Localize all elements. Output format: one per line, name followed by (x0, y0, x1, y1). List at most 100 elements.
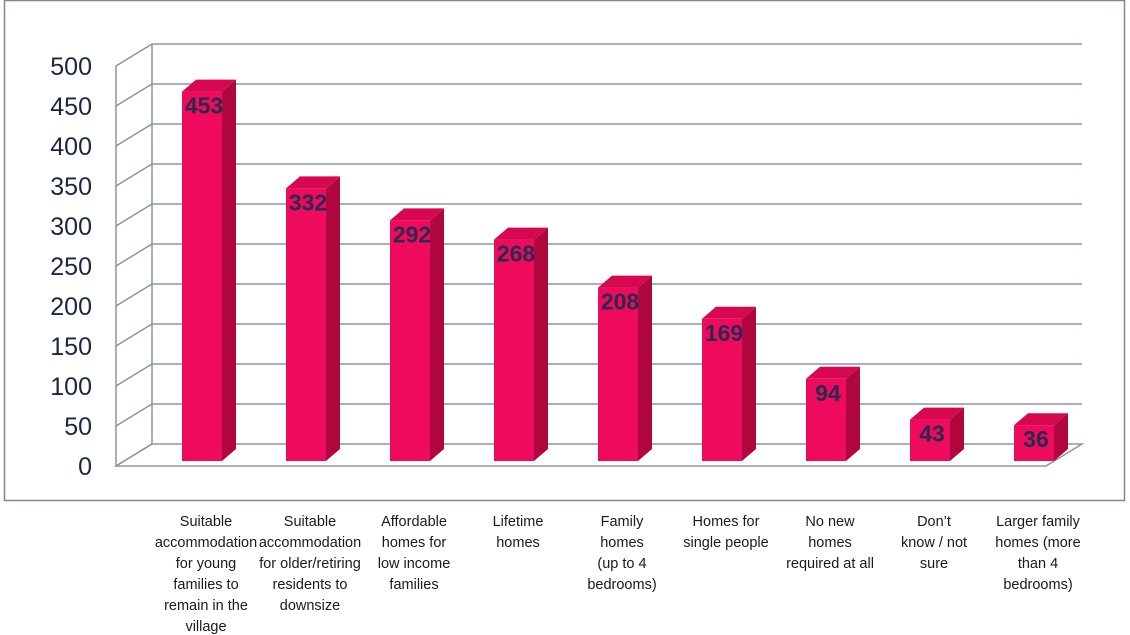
data-label: 292 (393, 221, 431, 247)
x-category-label: Lifetime homes (493, 514, 544, 551)
y-tick-label: 450 (50, 93, 92, 121)
x-category-label-line: Don’t (917, 514, 951, 530)
bar-side (534, 227, 548, 461)
bar (494, 239, 534, 461)
x-category-label: Suitable accommodation for young families t… (155, 514, 257, 635)
x-category-label-line: families to (173, 577, 238, 593)
bar-side (326, 176, 340, 461)
bar (910, 419, 950, 461)
x-category-label-line: accommodation (259, 535, 361, 551)
data-label: 43 (919, 421, 945, 447)
bar-top (494, 227, 548, 240)
x-category-label-line: homes (more (995, 535, 1080, 551)
x-category-label: Don’t know / not sure (901, 514, 967, 572)
y-tick-label: 300 (50, 213, 92, 241)
bar (1014, 425, 1054, 461)
y-tick-label: 500 (50, 53, 92, 81)
bar-top (702, 306, 756, 319)
bar-top (598, 275, 652, 288)
data-label: 36 (1023, 426, 1049, 452)
x-category-label-line: Lifetime (493, 514, 544, 530)
y-tick-label: 0 (78, 453, 92, 481)
x-category-label-line: families (389, 577, 438, 593)
bar-top (1014, 413, 1068, 426)
x-category-label: Larger family homes (more than 4 bedrooms) (995, 514, 1080, 593)
x-category-label-line: downsize (280, 598, 340, 614)
y-tick-label: 150 (50, 333, 92, 361)
x-category-label-line: single people (683, 535, 768, 551)
x-category-label-line: homes (808, 535, 852, 551)
bar-top (806, 366, 860, 379)
x-category-label-line: Larger family (996, 514, 1081, 530)
y-tick-label: 400 (50, 133, 92, 161)
data-label: 268 (497, 241, 536, 267)
bar-side (846, 366, 860, 461)
bar-side (1054, 413, 1068, 461)
x-category-label-line: homes for (382, 535, 447, 551)
bar-side (742, 306, 756, 461)
bar (806, 378, 846, 461)
wall-gridline (115, 243, 153, 267)
y-tick-label: 350 (50, 173, 92, 201)
bar-top (286, 176, 340, 189)
x-category-label-line: required at all (786, 556, 874, 572)
wall-gridline (115, 283, 153, 307)
x-category-label-line: residents to (273, 577, 348, 593)
x-category-label-line: homes (600, 535, 644, 551)
wall-gridline (115, 363, 153, 387)
wall-gridline (115, 443, 153, 467)
bar (390, 220, 430, 461)
data-label: 169 (705, 320, 743, 346)
y-tick-label: 50 (64, 413, 92, 441)
chart-frame (3, 0, 1126, 502)
x-category-label-line: sure (920, 556, 948, 572)
bar-top (910, 407, 964, 420)
data-label: 94 (815, 380, 841, 406)
x-category-label: Suitable accommodation for older/retiring r… (259, 514, 361, 614)
x-category-label-line: Affordable (381, 514, 447, 530)
wall-gridline (115, 83, 153, 107)
x-category-label-line: know / not (901, 535, 967, 551)
bar-side (638, 275, 652, 461)
y-tick-label: 250 (50, 253, 92, 281)
x-category-label-line: bedrooms) (1003, 577, 1072, 593)
bar-top (390, 208, 444, 221)
x-category-label-line: Suitable (284, 514, 336, 530)
x-category-label-line: Suitable (180, 514, 232, 530)
bar-side (222, 79, 236, 461)
bar (182, 91, 222, 461)
data-label: 208 (601, 289, 640, 315)
bar (702, 318, 742, 461)
x-category-label-line: village (185, 619, 226, 635)
x-category-label-line: accommodation (155, 535, 257, 551)
y-tick-label: 200 (50, 293, 92, 321)
y-tick-label: 100 (50, 373, 92, 401)
x-category-label-line: homes (496, 535, 540, 551)
x-category-label: Affordable homes for low income families (378, 514, 451, 593)
wall-gridline (115, 123, 153, 147)
bar-top (182, 79, 236, 92)
x-category-label-line: (up to 4 (597, 556, 646, 572)
x-category-label: Family homes (up to 4 bedrooms) (587, 514, 656, 593)
wall-gridline (115, 43, 153, 67)
x-category-label-line: Homes for (693, 514, 760, 530)
x-category-label-line: bedrooms) (587, 577, 656, 593)
data-label: 332 (289, 189, 327, 215)
bar-side (950, 407, 964, 461)
bar-side (430, 208, 444, 461)
x-category-label-line: Family (601, 514, 644, 530)
bar (598, 287, 638, 461)
x-category-label-line: for young (176, 556, 236, 572)
data-label: 453 (185, 93, 223, 119)
x-category-label-line: for older/retiring (259, 556, 361, 572)
wall-gridline (115, 323, 153, 347)
x-category-label: Homes for single people (683, 514, 768, 551)
wall-gridline (115, 163, 153, 187)
x-category-label-line: than 4 (1018, 556, 1058, 572)
x-category-label: No new homes required at all (786, 514, 874, 572)
x-category-label-line: No new (805, 514, 855, 530)
x-category-label-line: remain in the (164, 598, 248, 614)
wall-gridline (115, 203, 153, 227)
